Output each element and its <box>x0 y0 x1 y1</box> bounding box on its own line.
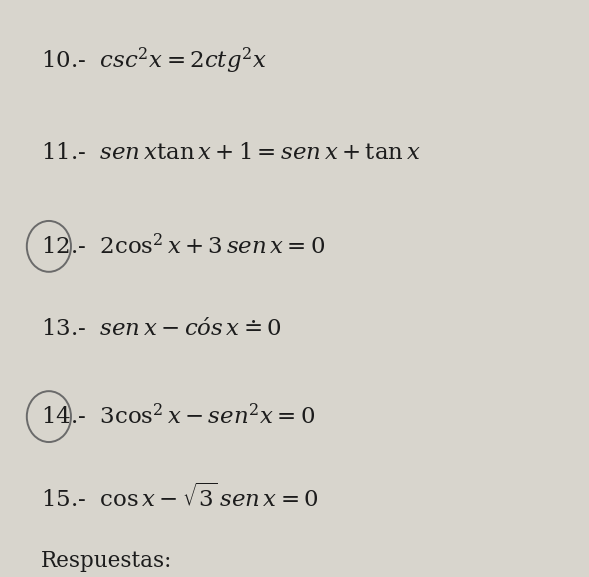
Text: 11.-  $sen\,x\tan x + 1 = sen\,x + \tan x$: 11.- $sen\,x\tan x + 1 = sen\,x + \tan x… <box>41 142 421 164</box>
Text: 13.-  $sen\,x - c\acute{o}s\,x \doteq 0$: 13.- $sen\,x - c\acute{o}s\,x \doteq 0$ <box>41 319 282 342</box>
Text: Respuestas:: Respuestas: <box>41 550 173 572</box>
Text: 12.-  $2\cos^{2}x + 3\,sen\,x = 0$: 12.- $2\cos^{2}x + 3\,sen\,x = 0$ <box>41 234 326 259</box>
Text: 10.-  $csc^{2}x = 2ctg^{2}x$: 10.- $csc^{2}x = 2ctg^{2}x$ <box>41 46 267 76</box>
Text: 14.-  $3\cos^{2}x - sen^{2}x = 0$: 14.- $3\cos^{2}x - sen^{2}x = 0$ <box>41 404 316 429</box>
Text: 15.-  $\cos x - \sqrt{3}\,sen\,x = 0$: 15.- $\cos x - \sqrt{3}\,sen\,x = 0$ <box>41 484 319 512</box>
